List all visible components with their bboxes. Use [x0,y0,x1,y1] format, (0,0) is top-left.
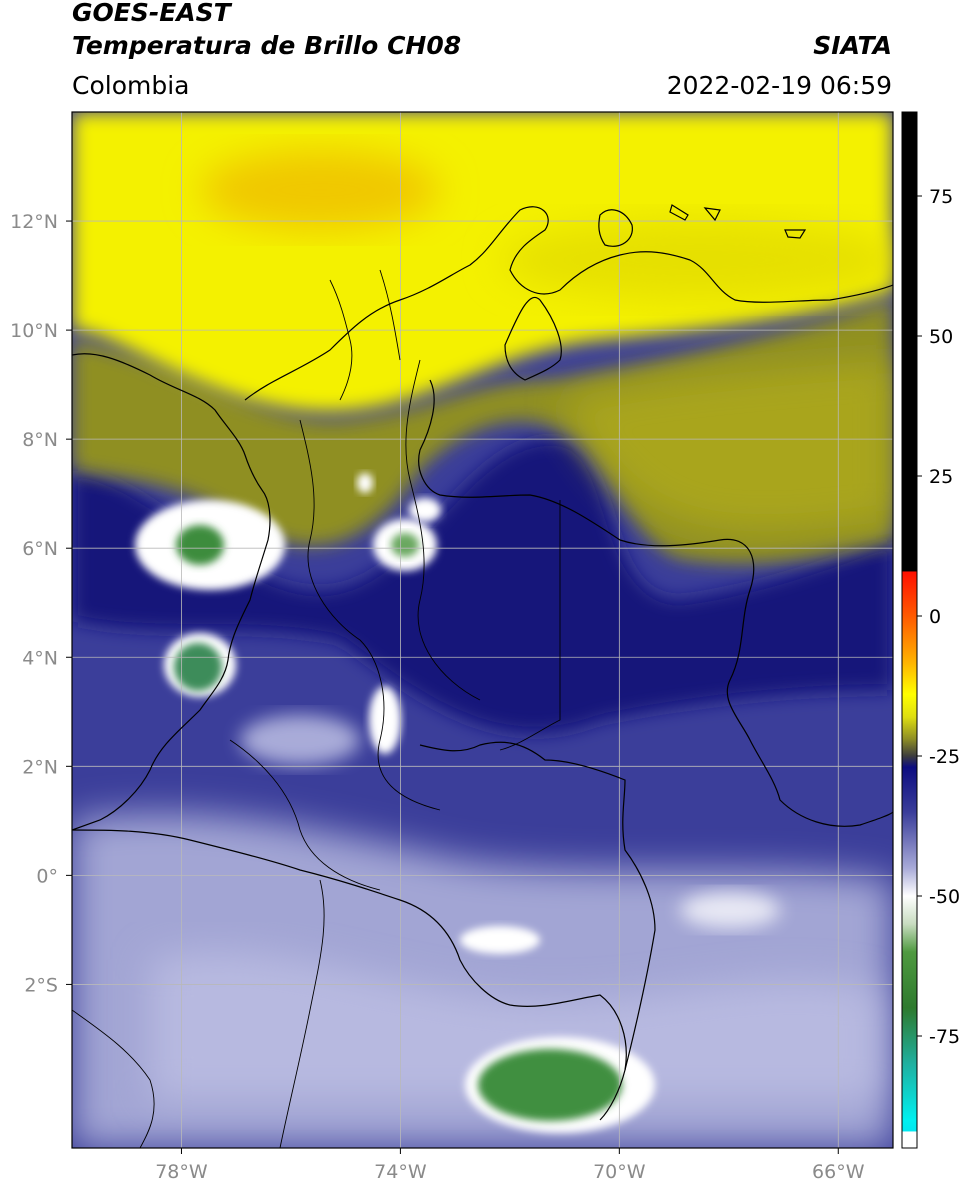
caribbean-coastline [244,206,893,401]
field-navy-band [72,439,893,733]
country-borders [72,204,893,1148]
lat-tick-label: 12°N [10,211,58,233]
colorbar-gradient [901,111,918,1149]
lon-tick-label: 74°W [374,1161,427,1183]
field-yellow-east [500,220,893,300]
title-product: Temperatura de Brillo CH08 [72,31,462,60]
title-satellite: GOES-EAST [72,0,231,27]
convective-cell-green-7 [478,1049,622,1121]
internal-boundary-1 [499,500,561,751]
pacific-coastline [72,353,271,831]
southern-border [72,829,627,1121]
map-frame [71,111,894,1149]
lat-tick-label: 0° [36,865,58,887]
convective-cell-green-2 [174,643,222,691]
lake-maracaibo [504,297,562,381]
convective-cell-green-3 [391,533,419,557]
colorbar-tick-label: -75 [929,1026,960,1048]
paraguana-peninsula [598,209,633,247]
lat-tick-label: 8°N [22,429,58,451]
island-aruba [669,204,689,221]
lon-tick-label: 78°W [155,1161,208,1183]
convective-cell-white-5 [369,686,401,754]
colorbar-tick-label: 50 [929,326,953,348]
cirrus-patch-2 [680,892,780,928]
brightness-temperature-field [72,112,893,1148]
lon-tick-label: 70°W [593,1161,646,1183]
datetime-label: 2022-02-19 06:59 [666,71,892,100]
lat-tick-label: 4°N [22,647,58,669]
colorbar-tick-label: -50 [929,886,960,908]
peru-ecuador-border [279,879,325,1148]
colorbar-ticks: 75 50 25 0 -25 -50 -75 [917,186,960,1048]
cirrus-patch-3 [240,715,360,765]
convective-cell-white-6 [357,473,373,493]
island-curacao [703,207,721,222]
graticule [72,112,893,1148]
island-bonaire [784,229,807,239]
cirrus-patch-1 [460,926,540,954]
lat-tick-label: 10°N [10,320,58,342]
field-orange-core [200,150,440,230]
internal-boundary-4 [229,739,381,891]
field-lavender-inner [150,951,880,1100]
lat-tick-label: 2°S [24,974,58,996]
colorbar: 75 50 25 0 -25 -50 -75 [901,111,960,1149]
lon-tick-label: 66°W [812,1161,865,1183]
colorbar-tick-label: 25 [929,466,953,488]
lat-tick-label: 6°N [22,538,58,560]
organization-label: SIATA [813,31,892,60]
peru-coast-border [72,1009,155,1148]
colombia-brazil-border [419,741,656,1071]
internal-boundary-5 [329,279,353,401]
colombia-venezuela-border [418,379,893,827]
internal-boundary-6 [379,269,401,361]
internal-boundary-2 [299,419,441,811]
convective-cell-green-1 [176,525,224,565]
lat-tick-label: 2°N [22,756,58,778]
field-olive-east [560,360,893,532]
axis-tick-labels: 78°W 74°W 70°W 66°W 12°N 10°N 8°N 6°N 4°N 2°N 0° 2°… [10,211,865,1183]
convective-cell-white-4 [409,498,441,522]
region-label: Colombia [72,71,190,100]
colorbar-tick-label: 0 [929,606,941,628]
colorbar-tick-label: -25 [929,746,960,768]
colorbar-tick-label: 75 [929,186,953,208]
internal-boundary-3 [405,359,481,701]
